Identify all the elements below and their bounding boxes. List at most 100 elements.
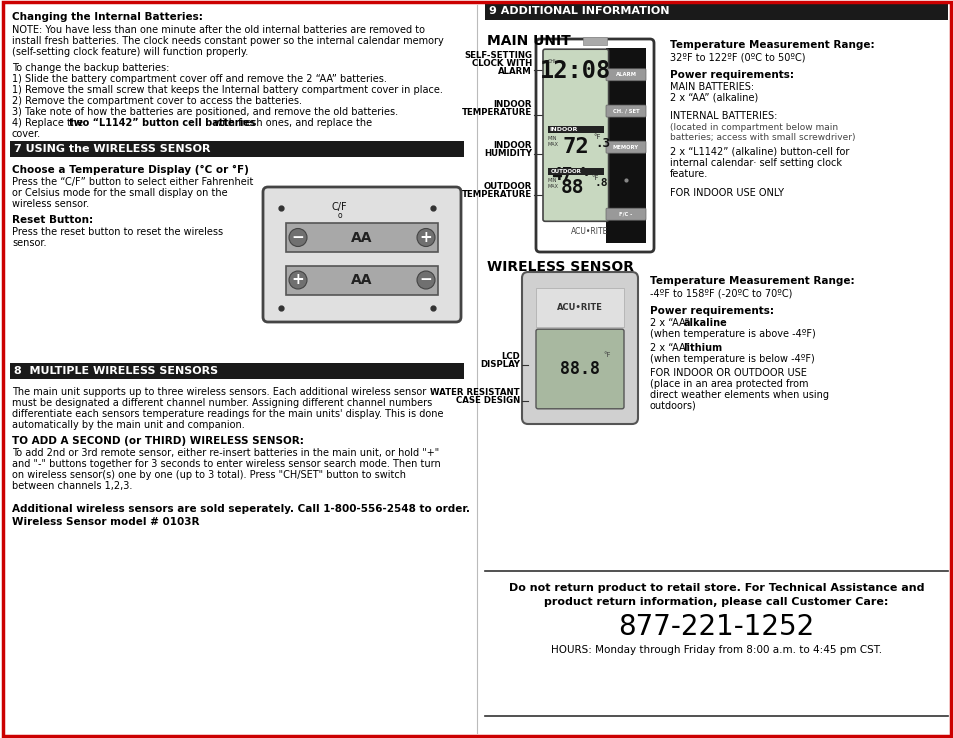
Text: 2) Remove the compartment cover to access the batteries.: 2) Remove the compartment cover to acces… bbox=[12, 96, 302, 106]
Text: To change the backup batteries:: To change the backup batteries: bbox=[12, 63, 170, 73]
Text: Choose a Temperature Display (°C or °F): Choose a Temperature Display (°C or °F) bbox=[12, 165, 249, 175]
Text: HUMIDITY: HUMIDITY bbox=[483, 149, 532, 158]
Text: +: + bbox=[292, 272, 304, 288]
Text: Do not return product to retail store. For Technical Assistance and: Do not return product to retail store. F… bbox=[508, 583, 923, 593]
Text: 7 USING the WIRELESS SENSOR: 7 USING the WIRELESS SENSOR bbox=[14, 144, 211, 154]
Text: .3: .3 bbox=[595, 137, 610, 150]
Text: %: % bbox=[580, 165, 588, 179]
Text: wireless sensor.: wireless sensor. bbox=[12, 199, 89, 209]
Text: Additional wireless sensors are sold seperately. Call 1-800-556-2548 to order.: Additional wireless sensors are sold sep… bbox=[12, 504, 470, 514]
Text: 2 x “L1142” (alkaline) button-cell for: 2 x “L1142” (alkaline) button-cell for bbox=[669, 147, 848, 157]
Text: 88: 88 bbox=[560, 178, 584, 197]
Text: product return information, please call Customer Care:: product return information, please call … bbox=[544, 597, 888, 607]
Text: (located in compartment below main: (located in compartment below main bbox=[669, 123, 838, 132]
Text: AA: AA bbox=[351, 273, 373, 287]
Text: alkaline: alkaline bbox=[682, 318, 726, 328]
Text: °F: °F bbox=[591, 175, 598, 181]
Text: ALARM: ALARM bbox=[615, 72, 636, 77]
Text: automatically by the main unit and companion.: automatically by the main unit and compa… bbox=[12, 420, 245, 430]
Text: must be designated a different channel number. Assigning different channel numbe: must be designated a different channel n… bbox=[12, 398, 432, 408]
Text: two “L1142” button cell batteries: two “L1142” button cell batteries bbox=[69, 118, 254, 128]
Text: ACU•RITE: ACU•RITE bbox=[571, 227, 608, 236]
Text: °F: °F bbox=[593, 134, 600, 139]
Text: sensor.: sensor. bbox=[12, 238, 47, 248]
Text: DISPLAY: DISPLAY bbox=[479, 360, 519, 369]
Text: 12:08: 12:08 bbox=[539, 59, 611, 83]
Text: HOURS: Monday through Friday from 8:00 a.m. to 4:45 pm CST.: HOURS: Monday through Friday from 8:00 a… bbox=[551, 645, 882, 655]
Text: (when temperature is above -4ºF): (when temperature is above -4ºF) bbox=[649, 329, 815, 339]
Text: CHI: CHI bbox=[547, 59, 556, 64]
Text: Wireless Sensor model # 0103R: Wireless Sensor model # 0103R bbox=[12, 517, 199, 527]
Text: MAIN BATTERIES:: MAIN BATTERIES: bbox=[669, 82, 753, 92]
Text: (place in an area protected from: (place in an area protected from bbox=[649, 379, 807, 389]
Text: internal calendar· self setting clock: internal calendar· self setting clock bbox=[669, 158, 841, 168]
Text: INDOOR: INDOOR bbox=[493, 141, 532, 150]
Text: 47: 47 bbox=[551, 165, 573, 184]
Text: direct weather elements when using: direct weather elements when using bbox=[649, 390, 828, 400]
Text: cover.: cover. bbox=[12, 129, 41, 139]
Bar bbox=[10, 363, 463, 379]
Text: 1) Remove the small screw that keeps the Internal battery compartment cover in p: 1) Remove the small screw that keeps the… bbox=[12, 85, 442, 95]
Text: between channels 1,2,3.: between channels 1,2,3. bbox=[12, 481, 132, 491]
Bar bbox=[484, 3, 947, 20]
Text: NOTE: You have less than one minute after the old internal batteries are removed: NOTE: You have less than one minute afte… bbox=[12, 25, 424, 35]
Text: .8: .8 bbox=[594, 178, 607, 187]
Circle shape bbox=[289, 271, 307, 289]
Text: TEMPERATURE: TEMPERATURE bbox=[461, 190, 532, 199]
Bar bbox=[536, 288, 623, 327]
FancyBboxPatch shape bbox=[521, 272, 638, 424]
Text: INDOOR: INDOOR bbox=[493, 100, 532, 108]
Text: TEMPERATURE: TEMPERATURE bbox=[461, 108, 532, 117]
Text: 32ºF to 122ºF (0ºC to 50ºC): 32ºF to 122ºF (0ºC to 50ºC) bbox=[669, 52, 804, 62]
Text: ALARM: ALARM bbox=[497, 67, 532, 76]
Text: F/C -: F/C - bbox=[618, 212, 632, 217]
Text: Reset Button:: Reset Button: bbox=[12, 215, 93, 225]
Text: WIRELESS SENSOR: WIRELESS SENSOR bbox=[486, 260, 634, 274]
Text: MAX: MAX bbox=[547, 184, 558, 189]
Text: +: + bbox=[419, 230, 432, 245]
Text: CASE DESIGN: CASE DESIGN bbox=[456, 396, 519, 405]
Text: Power requirements:: Power requirements: bbox=[669, 70, 793, 80]
Text: 9 ADDITIONAL INFORMATION: 9 ADDITIONAL INFORMATION bbox=[489, 7, 669, 16]
Text: LCD: LCD bbox=[500, 352, 519, 361]
Text: o: o bbox=[336, 211, 341, 220]
FancyBboxPatch shape bbox=[605, 208, 645, 220]
Text: −: − bbox=[419, 272, 432, 288]
Text: 2 x “AA”: 2 x “AA” bbox=[649, 343, 692, 353]
Text: To add 2nd or 3rd remote sensor, either re-insert batteries in the main unit, or: To add 2nd or 3rd remote sensor, either … bbox=[12, 448, 438, 458]
Text: outdoors): outdoors) bbox=[649, 401, 696, 411]
Bar bbox=[286, 266, 437, 294]
Text: OUTDOOR: OUTDOOR bbox=[483, 182, 532, 191]
Bar bbox=[605, 48, 645, 243]
Text: Temperature Measurement Range:: Temperature Measurement Range: bbox=[669, 40, 874, 50]
Circle shape bbox=[416, 229, 435, 246]
FancyBboxPatch shape bbox=[536, 329, 623, 409]
Text: ACU•RITE: ACU•RITE bbox=[557, 303, 602, 312]
Text: install fresh batteries. The clock needs constant power so the internal calendar: install fresh batteries. The clock needs… bbox=[12, 36, 443, 46]
Text: Temperature Measurement Range:: Temperature Measurement Range: bbox=[649, 276, 854, 286]
FancyBboxPatch shape bbox=[263, 187, 460, 322]
FancyBboxPatch shape bbox=[605, 69, 645, 80]
Text: FOR INDOOR OR OUTDOOR USE: FOR INDOOR OR OUTDOOR USE bbox=[649, 368, 806, 378]
Text: Press the reset button to reset the wireless: Press the reset button to reset the wire… bbox=[12, 227, 223, 237]
Text: MIN: MIN bbox=[547, 178, 557, 183]
Text: batteries; access with small screwdriver): batteries; access with small screwdriver… bbox=[669, 133, 855, 142]
Text: CH. / SET: CH. / SET bbox=[612, 108, 639, 114]
Bar bbox=[547, 168, 603, 175]
FancyBboxPatch shape bbox=[542, 49, 608, 221]
Text: MEMORY: MEMORY bbox=[612, 145, 639, 150]
Text: 2 x “AA”: 2 x “AA” bbox=[649, 318, 692, 328]
Text: 3) Take note of how the batteries are positioned, and remove the old batteries.: 3) Take note of how the batteries are po… bbox=[12, 107, 397, 117]
Text: feature.: feature. bbox=[669, 169, 707, 179]
Text: Press the “C/F” button to select either Fahrenheit: Press the “C/F” button to select either … bbox=[12, 177, 253, 187]
Text: Power requirements:: Power requirements: bbox=[649, 306, 773, 316]
Text: Changing the Internal Batteries:: Changing the Internal Batteries: bbox=[12, 12, 203, 22]
Text: C/F: C/F bbox=[332, 202, 347, 212]
Text: on wireless sensor(s) one by one (up to 3 total). Press "CH/SET" button to switc: on wireless sensor(s) one by one (up to … bbox=[12, 470, 406, 480]
Text: 1) Slide the battery compartment cover off and remove the 2 “AA” batteries.: 1) Slide the battery compartment cover o… bbox=[12, 74, 387, 84]
Bar bbox=[286, 223, 437, 252]
Text: FOR INDOOR USE ONLY: FOR INDOOR USE ONLY bbox=[669, 188, 783, 198]
Text: lithium: lithium bbox=[682, 343, 721, 353]
FancyBboxPatch shape bbox=[605, 141, 645, 154]
Text: −: − bbox=[292, 230, 304, 245]
